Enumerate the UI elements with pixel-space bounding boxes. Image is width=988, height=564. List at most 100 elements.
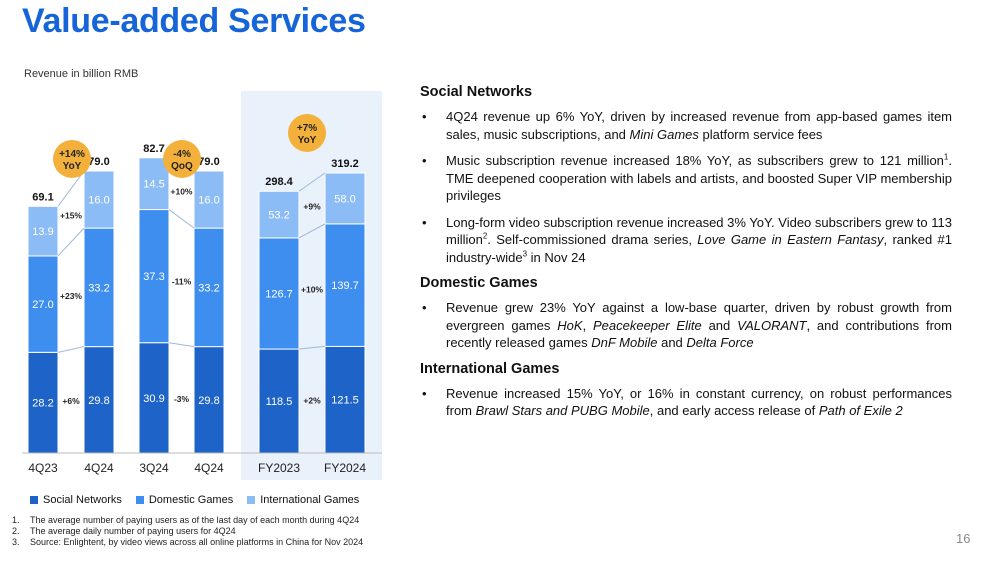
text-run: , <box>582 317 593 333</box>
legend-label: Domestic Games <box>148 494 234 506</box>
text-run: and <box>657 335 687 350</box>
text-run: 4Q24 revenue up 6% YoY, driven by increa… <box>446 109 952 142</box>
legend-swatch <box>30 496 38 504</box>
text-run: Love Game in Eastern Fantasy <box>697 232 884 247</box>
bar-3q24-international <box>138 157 170 211</box>
connector-line <box>57 170 85 207</box>
change-label: -11% <box>172 277 192 287</box>
bar-fy2024-domestic <box>324 223 366 347</box>
section-heading: Social Networks <box>420 84 533 100</box>
footnote: 1. The average number of paying users as … <box>12 515 363 526</box>
legend-label: International Games <box>260 494 360 506</box>
footnote-number: 3. <box>12 537 20 547</box>
footnote-number: 2. <box>12 526 20 536</box>
text-run: . Self-commissioned drama series, <box>487 232 698 247</box>
bar-total: 82.7 <box>143 143 164 155</box>
bullet-list: Revenue increased 15% YoY, or 16% in con… <box>420 385 952 420</box>
data-label: 58.0 <box>334 193 355 205</box>
bar-3q24-domestic <box>138 209 170 344</box>
badge-label: YoY <box>63 161 82 172</box>
text-run: Brawl Stars and PUBG Mobile <box>475 403 650 418</box>
text-run: . TME deepened cooperation with labels a… <box>446 153 952 203</box>
legend-item: International Games <box>247 494 359 506</box>
legend-item: Social Networks <box>30 494 122 506</box>
bullet-list: 4Q24 revenue up 6% YoY, driven by increa… <box>420 108 952 266</box>
bar-fy2024-social <box>324 345 366 454</box>
text-run: Delta Force <box>686 335 754 350</box>
change-label: +10% <box>301 284 323 294</box>
bar-total: 79.0 <box>198 156 219 168</box>
bar-total: 69.1 <box>32 191 53 203</box>
unit-label: Revenue in billion RMB <box>24 68 139 80</box>
x-tick-label: 4Q24 <box>84 461 114 475</box>
text-run: , and contributions from recently releas… <box>446 317 952 351</box>
bullet-item: 4Q24 revenue up 6% YoY, driven by increa… <box>420 108 952 143</box>
data-label: 13.9 <box>32 226 53 238</box>
bullet-item: Long-form video subscription revenue inc… <box>420 214 952 267</box>
bar-4q24-domestic <box>83 227 115 348</box>
data-label: 126.7 <box>265 288 293 300</box>
connector-line <box>298 172 326 192</box>
connector-line <box>298 345 326 350</box>
text-run: Mini Games <box>629 126 699 142</box>
footnote: 2. The average daily number of paying use… <box>12 526 363 537</box>
revenue-chart: 28.2 27.0 13.9 69.1 4Q23 29.8 33.2 16.0 79.0 4Q24… <box>22 91 382 480</box>
badge-label: QoQ <box>171 161 193 172</box>
page-number: 16 <box>956 531 971 546</box>
text-run: DnF Mobile <box>591 335 658 350</box>
change-badge <box>288 114 326 152</box>
data-label: 27.0 <box>32 299 53 311</box>
connector-line <box>57 346 85 353</box>
change-label: +10% <box>171 187 193 197</box>
section-heading: International Games <box>420 360 560 377</box>
change-badge <box>53 140 91 178</box>
data-label: 37.3 <box>143 271 164 283</box>
footnote-text: The average daily number of paying users… <box>30 526 236 536</box>
connector-line <box>57 227 85 257</box>
change-label: -3% <box>174 394 190 404</box>
data-label: 121.5 <box>331 395 359 407</box>
legend-label: Social Networks <box>43 494 122 506</box>
chart-legend: Social Networks Domestic Games Internation… <box>30 494 359 506</box>
bullet-item: Revenue increased 15% YoY, or 16% in con… <box>420 385 952 420</box>
bar-4q23-social <box>27 351 59 454</box>
bullet-item: Revenue grew 23% YoY against a low-base … <box>420 299 952 352</box>
x-tick-label: FY2023 <box>258 461 300 475</box>
footnote: 3. Source: Enlightent, by video views acr… <box>12 537 363 548</box>
bar-fy2024-international <box>324 172 366 225</box>
text-run: HoK <box>557 317 583 333</box>
bar-fy2023-domestic <box>258 237 300 350</box>
data-label: 16.0 <box>198 195 219 207</box>
text-run: Long-form video subscription revenue inc… <box>446 214 952 248</box>
footnote-number: 1. <box>12 515 20 525</box>
x-tick-label: 4Q24 <box>194 461 224 475</box>
text-run: Revenue increased 15% YoY, or 16% in con… <box>446 385 952 419</box>
data-label: 139.7 <box>331 280 359 292</box>
data-label: 33.2 <box>88 282 109 294</box>
legend-swatch <box>135 496 144 504</box>
bar-4q24-international <box>83 170 115 229</box>
bullet-list: Revenue grew 23% YoY against a low-base … <box>420 299 952 352</box>
bar-total: 298.4 <box>265 176 293 188</box>
footnote-ref: 3 <box>522 249 528 259</box>
text-run: Path of Exile 2 <box>818 403 903 418</box>
text-run: , ranked #1 industry-wide <box>446 232 953 265</box>
bar-4q24-domestic <box>193 227 225 348</box>
connector-line <box>168 342 195 348</box>
change-label: +6% <box>62 396 80 406</box>
connector-line <box>168 209 195 229</box>
text-run: Revenue grew 23% YoY against a low-base … <box>446 300 952 333</box>
bar-3q24-social <box>138 342 170 454</box>
change-label: +23% <box>60 291 82 301</box>
x-tick-label: 4Q23 <box>28 461 58 475</box>
page-title: Value-added Services <box>22 2 366 40</box>
x-tick-label: FY2024 <box>324 461 366 475</box>
text-run: Music subscription revenue increased 18%… <box>446 153 944 168</box>
bullet-item: Music subscription revenue increased 18%… <box>420 152 952 205</box>
bar-fy2023-international <box>258 190 300 239</box>
data-label: 33.2 <box>198 282 219 294</box>
change-badge <box>163 140 201 178</box>
bar-total: 79.0 <box>88 156 109 168</box>
badge-label: YoY <box>298 135 317 146</box>
text-run: , and early access release of <box>649 403 819 418</box>
